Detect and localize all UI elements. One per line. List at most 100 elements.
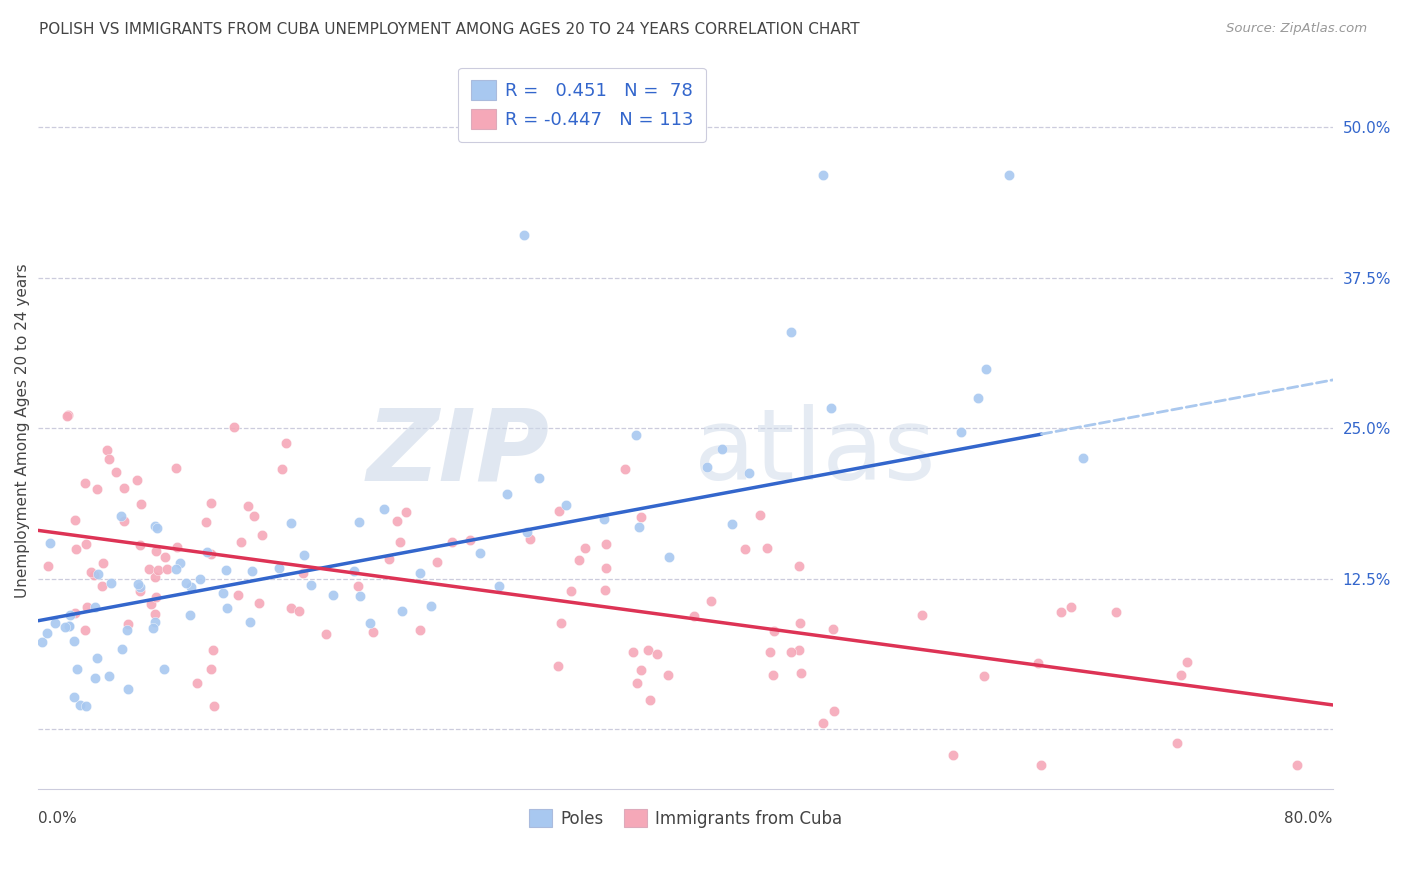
Point	[153, 661, 176, 675]
Point	[84, 599, 107, 614]
Point	[626, 428, 648, 442]
Point	[222, 420, 245, 434]
Text: atlas: atlas	[695, 404, 936, 501]
Point	[347, 579, 370, 593]
Point	[614, 462, 637, 476]
Point	[112, 514, 135, 528]
Point	[239, 615, 262, 629]
Point	[548, 503, 571, 517]
Text: 80.0%: 80.0%	[1285, 811, 1333, 826]
Point	[58, 619, 80, 633]
Point	[115, 624, 138, 638]
Point	[550, 615, 572, 630]
Point	[385, 514, 408, 528]
Point	[98, 669, 121, 683]
Text: POLISH VS IMMIGRANTS FROM CUBA UNEMPLOYMENT AMONG AGES 20 TO 24 YEARS CORRELATIO: POLISH VS IMMIGRANTS FROM CUBA UNEMPLOYM…	[39, 22, 860, 37]
Point	[458, 533, 481, 548]
Point	[595, 561, 617, 575]
Point	[200, 547, 222, 561]
Point	[426, 555, 449, 569]
Point	[129, 580, 152, 594]
Point	[83, 567, 105, 582]
Point	[62, 690, 84, 705]
Point	[201, 643, 224, 657]
Point	[738, 466, 761, 480]
Point	[409, 623, 432, 637]
Point	[621, 646, 644, 660]
Point	[238, 499, 260, 513]
Point	[696, 459, 718, 474]
Point	[91, 556, 114, 570]
Point	[169, 556, 191, 570]
Point	[280, 516, 302, 530]
Point	[142, 621, 165, 635]
Point	[811, 169, 834, 183]
Point	[787, 558, 810, 573]
Point	[110, 509, 132, 524]
Legend: Poles, Immigrants from Cuba: Poles, Immigrants from Cuba	[522, 803, 849, 835]
Point	[821, 622, 844, 636]
Point	[195, 515, 218, 529]
Point	[111, 641, 134, 656]
Point	[200, 496, 222, 510]
Point	[143, 607, 166, 621]
Point	[58, 619, 80, 633]
Point	[188, 572, 211, 586]
Point	[568, 553, 591, 567]
Point	[574, 541, 596, 555]
Text: ZIP: ZIP	[367, 404, 550, 501]
Point	[117, 681, 139, 696]
Point	[1031, 758, 1053, 772]
Point	[409, 566, 432, 580]
Point	[637, 643, 659, 657]
Point	[658, 549, 681, 564]
Point	[683, 609, 706, 624]
Point	[146, 521, 169, 535]
Point	[359, 615, 381, 630]
Point	[66, 662, 89, 676]
Point	[174, 576, 197, 591]
Point	[349, 589, 371, 603]
Point	[373, 502, 395, 516]
Point	[98, 452, 121, 467]
Point	[280, 601, 302, 615]
Point	[547, 659, 569, 673]
Point	[513, 228, 536, 243]
Point	[343, 564, 366, 578]
Point	[1285, 758, 1308, 772]
Point	[468, 546, 491, 560]
Point	[361, 624, 384, 639]
Point	[1060, 600, 1083, 615]
Point	[645, 647, 668, 661]
Point	[1105, 605, 1128, 619]
Point	[247, 596, 270, 610]
Point	[488, 579, 510, 593]
Text: Source: ZipAtlas.com: Source: ZipAtlas.com	[1226, 22, 1367, 36]
Point	[226, 588, 249, 602]
Point	[240, 565, 263, 579]
Point	[138, 561, 160, 575]
Point	[1026, 657, 1049, 671]
Point	[186, 676, 208, 690]
Point	[762, 667, 785, 681]
Point	[166, 541, 188, 555]
Point	[595, 537, 617, 551]
Point	[156, 562, 179, 576]
Point	[86, 567, 108, 582]
Point	[153, 549, 176, 564]
Point	[145, 544, 167, 558]
Point	[391, 604, 413, 618]
Point	[1170, 667, 1192, 681]
Point	[90, 579, 112, 593]
Point	[419, 599, 441, 614]
Point	[700, 593, 723, 607]
Point	[967, 391, 990, 405]
Point	[37, 626, 59, 640]
Point	[195, 545, 218, 559]
Point	[243, 508, 266, 523]
Point	[143, 570, 166, 584]
Point	[127, 473, 149, 487]
Point	[1050, 606, 1073, 620]
Point	[55, 619, 77, 633]
Point	[55, 409, 77, 423]
